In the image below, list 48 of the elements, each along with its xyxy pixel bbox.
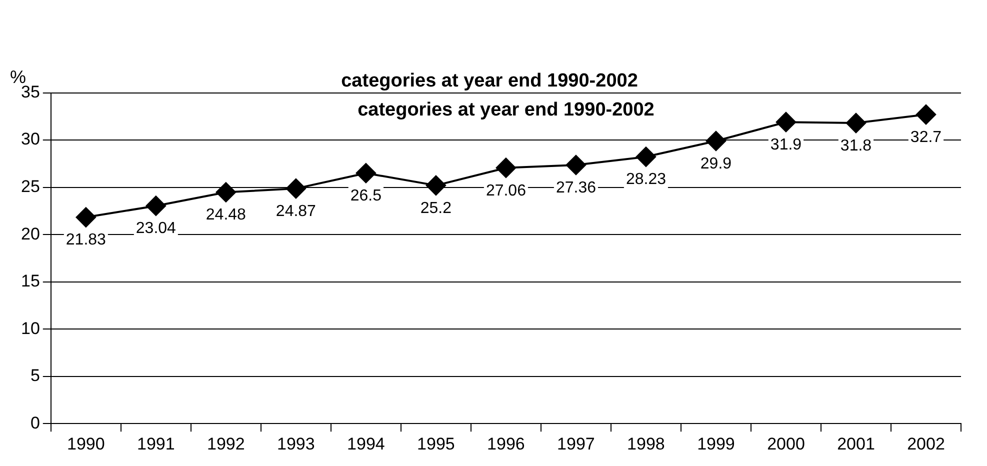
point	[846, 113, 866, 134]
data-label: 27.06	[486, 182, 526, 200]
data-label: 29.9	[700, 155, 732, 172]
point	[146, 196, 166, 216]
x-tick-label: 1992	[207, 434, 245, 454]
point	[286, 178, 306, 199]
y-tick-label: 30	[20, 130, 40, 149]
x-tick-label: 1997	[557, 434, 595, 454]
y-tick-label: 25	[20, 177, 40, 196]
data-label: 27.36	[556, 179, 596, 196]
data-label: 31.9	[770, 136, 802, 154]
point	[356, 163, 376, 184]
data-label: 21.83	[66, 232, 106, 249]
data-label: 23.04	[136, 220, 176, 238]
data-label: 28.23	[626, 171, 666, 188]
point	[426, 175, 446, 196]
y-tick-label: 10	[20, 318, 40, 338]
data-label: 31.8	[840, 137, 872, 154]
data-label: 26.5	[350, 188, 382, 205]
x-tick-label: 2000	[767, 434, 805, 454]
point	[76, 207, 96, 228]
point	[566, 155, 586, 176]
x-tick-label: 1990	[67, 434, 105, 454]
x-tick-label: 1998	[627, 434, 665, 454]
y-tick-label: 0	[30, 413, 40, 432]
data-label: 24.48	[206, 206, 246, 224]
data-label: 25.2	[420, 200, 452, 217]
y-tick-label: 15	[20, 272, 40, 291]
point	[776, 112, 796, 132]
y-tick-label: 5	[30, 366, 40, 386]
point	[636, 146, 656, 167]
data-label: 32.7	[910, 128, 942, 146]
point	[216, 182, 236, 202]
x-tick-label: 1999	[697, 434, 735, 454]
x-tick-label: 1995	[417, 434, 455, 454]
chart-title: categories at year end 1990-2002	[341, 70, 638, 92]
y-tick-label: 20	[20, 224, 40, 244]
annotation: categories at year end 1990-2002	[358, 100, 654, 121]
point	[496, 158, 516, 178]
point	[706, 131, 726, 152]
x-tick-label: 1994	[347, 434, 385, 454]
point	[916, 104, 936, 125]
x-tick-label: 1991	[137, 434, 175, 454]
x-tick-label: 1993	[277, 434, 315, 454]
x-tick-label: 2002	[907, 434, 945, 454]
data-label: 24.87	[276, 202, 316, 220]
x-tick-label: 2001	[837, 434, 875, 454]
x-tick-label: 1996	[487, 434, 525, 454]
